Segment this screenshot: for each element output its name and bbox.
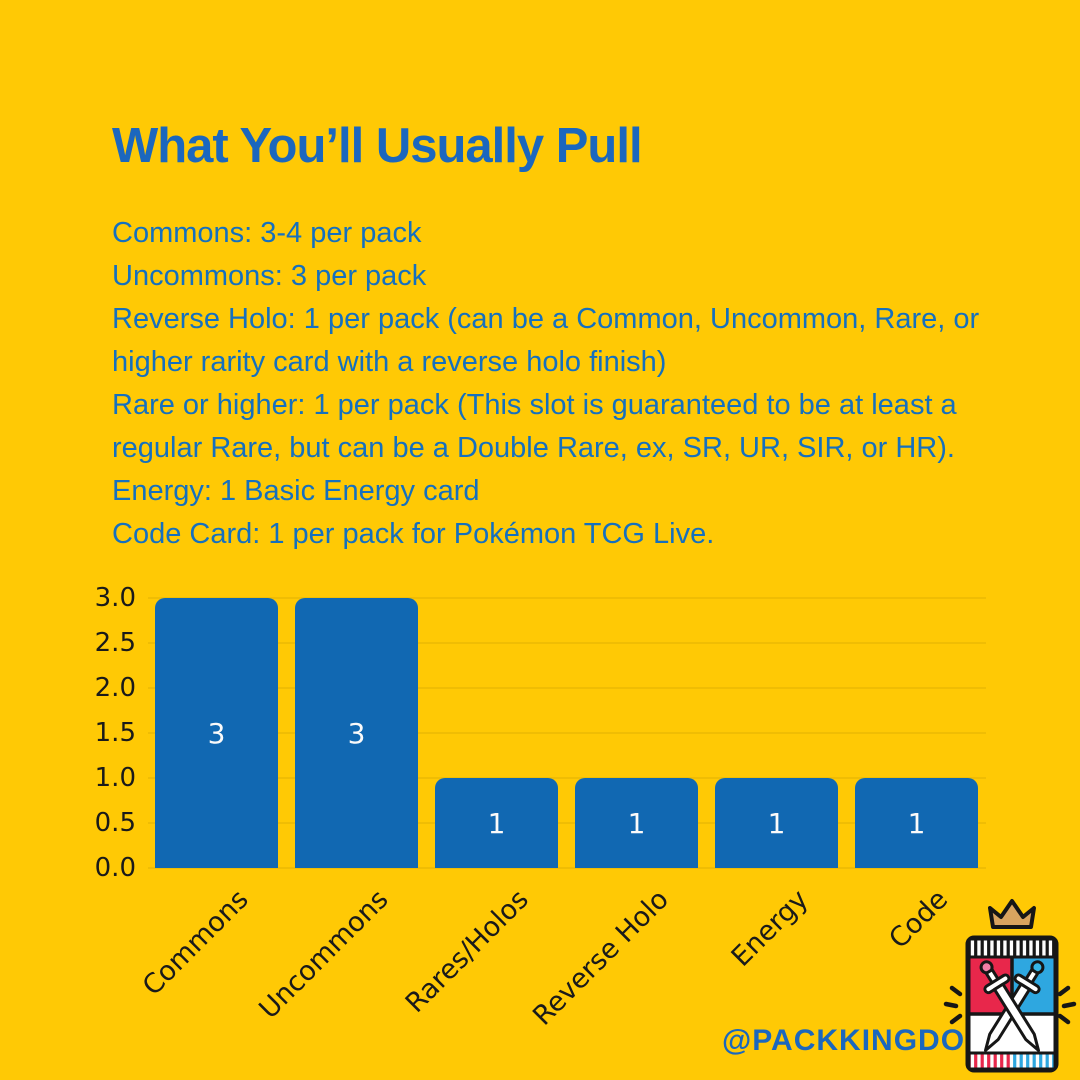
gridline [148, 642, 986, 644]
bar-value-label: 1 [907, 806, 926, 840]
y-axis-tick-label: 1.0 [94, 763, 136, 793]
gridline [148, 732, 986, 734]
y-axis-tick-label: 2.5 [94, 628, 136, 658]
bar-energy: 1 [715, 778, 838, 868]
description-line: Code Card: 1 per pack for Pokémon TCG Li… [112, 518, 715, 550]
x-axis-category-label: Energy [725, 884, 815, 973]
gridline [148, 822, 986, 824]
description-line: higher rarity card with a reverse holo f… [112, 346, 667, 378]
x-axis-category-label: Reverse Holo [526, 884, 675, 1032]
y-axis-tick-label: 1.5 [94, 718, 136, 748]
bar-rares-holos: 1 [435, 778, 558, 868]
bar-value-label: 3 [347, 716, 366, 750]
description-line: Commons: 3-4 per pack [112, 217, 422, 249]
crown-icon [988, 899, 1036, 929]
gridline [148, 867, 986, 869]
description-line: Rare or higher: 1 per pack (This slot is… [112, 389, 957, 421]
crossed-swords-icon [979, 960, 1045, 1052]
description-line: regular Rare, but can be a Double Rare, … [112, 432, 955, 464]
y-axis-tick-label: 3.0 [94, 583, 136, 613]
y-axis-tick-label: 0.0 [94, 853, 136, 883]
x-axis-category-label: Uncommons [253, 884, 395, 1026]
bar-reverse-holo: 1 [575, 778, 698, 868]
bar-code: 1 [855, 778, 978, 868]
x-axis-category-label: Commons [136, 884, 255, 1002]
bar-value-label: 1 [767, 806, 786, 840]
y-axis-tick-label: 2.0 [94, 673, 136, 703]
speed-lines [943, 985, 1077, 1025]
gridline [148, 597, 986, 599]
pack-kingdom-logo [943, 899, 1077, 1073]
plot-area: 3 3 1 1 1 1 [148, 597, 986, 869]
bar-value-label: 3 [207, 716, 226, 750]
gridline [148, 777, 986, 779]
bar-value-label: 1 [487, 806, 506, 840]
y-axis-tick-label: 0.5 [94, 808, 136, 838]
description-line: Energy: 1 Basic Energy card [112, 475, 480, 507]
bar-commons: 3 [155, 598, 278, 868]
watermark-handle: @PACKKINGDOM [722, 1024, 992, 1057]
gridline [148, 687, 986, 689]
description: Commons: 3-4 per pack Uncommons: 3 per pa… [112, 212, 979, 556]
bar-value-label: 1 [627, 806, 646, 840]
description-line: Uncommons: 3 per pack [112, 260, 427, 292]
description-line: Reverse Holo: 1 per pack (can be a Commo… [112, 303, 980, 335]
bar-uncommons: 3 [295, 598, 418, 868]
x-axis-category-label: Rares/Holos [399, 884, 535, 1019]
page-title: What You’ll Usually Pull [112, 119, 643, 173]
